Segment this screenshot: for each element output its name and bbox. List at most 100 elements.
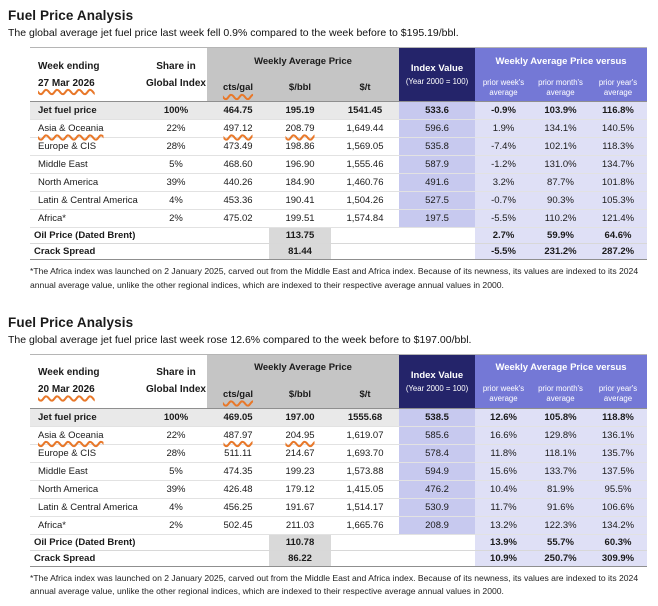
versus-prior-week-header: prior week's average (475, 74, 533, 102)
versus-value: 11.7% (475, 498, 533, 517)
week-ending-header: Week ending 27 Mar 2026 (30, 48, 145, 102)
usd-per-tonne-value: 1,460.76 (331, 173, 400, 192)
versus-value: 2.7% (475, 227, 533, 244)
usd-per-bbl-value: 196.90 (269, 155, 331, 174)
versus-value: 134.7% (589, 155, 648, 174)
versus-value: 134.2% (589, 516, 648, 535)
share-value: 100% (145, 101, 207, 120)
summary-label: Oil Price (Dated Brent) (30, 533, 145, 551)
versus-value: 118.1% (532, 444, 590, 463)
empty-cell (145, 550, 207, 567)
versus-value: 309.9% (589, 550, 648, 567)
usd-per-bbl-value: 110.78 (269, 533, 331, 551)
table-body: Jet fuel price 100% 464.75 195.19 1541.45 533… (30, 101, 648, 260)
share-value: 22% (145, 119, 207, 138)
empty-cell (399, 243, 476, 260)
table-body: Jet fuel price 100% 469.05 197.00 1555.68 538… (30, 407, 648, 567)
share-label-line2: Global Index (145, 77, 206, 89)
usd-per-tonne-value: 1,619.07 (331, 426, 400, 445)
unit-usd-per-tonne: $/t (331, 381, 400, 408)
fuel-price-analysis-block-1: Fuel Price Analysis The global average j… (0, 0, 658, 298)
index-value: 594.9 (399, 462, 476, 481)
share-label-line1: Share in (156, 60, 196, 72)
summary-text: The global average jet fuel price last w… (8, 27, 459, 39)
usd-per-bbl-value: 199.23 (269, 462, 331, 481)
unit-cts-per-gal: cts/gal (207, 74, 269, 102)
empty-cell (399, 550, 476, 567)
usd-per-bbl-value: 81.44 (269, 243, 331, 260)
cts-per-gal-value: 502.45 (207, 516, 269, 535)
empty-cell (331, 533, 400, 551)
versus-value: 59.9% (532, 227, 590, 244)
versus-value: 110.2% (532, 209, 590, 228)
usd-per-tonne-value: 1,569.05 (331, 137, 400, 156)
index-value: 208.9 (399, 516, 476, 535)
empty-cell (331, 227, 400, 244)
share-value: 2% (145, 209, 207, 228)
cts-per-gal-value: 440.26 (207, 173, 269, 192)
versus-value: -0.7% (475, 191, 533, 210)
index-value-label: Index Value (410, 63, 464, 74)
versus-value: 90.3% (532, 191, 590, 210)
usd-per-bbl-value: 208.79 (269, 119, 331, 138)
index-value: 530.9 (399, 498, 476, 517)
footnote: *The Africa index was launched on 2 Janu… (30, 266, 639, 290)
versus-value: 60.3% (589, 533, 648, 551)
usd-per-tonne-value: 1,504.26 (331, 191, 400, 210)
table-row: North America 39% 440.26 184.90 1,460.76 491.… (30, 173, 648, 192)
share-value: 5% (145, 155, 207, 174)
versus-value: 87.7% (532, 173, 590, 192)
weekly-average-price-header: Weekly Average Price (207, 47, 400, 75)
usd-per-bbl-value: 191.67 (269, 498, 331, 517)
versus-value: -7.4% (475, 137, 533, 156)
empty-cell (331, 550, 400, 567)
usd-per-tonne-value: 1555.68 (331, 407, 400, 427)
table-row: Asia & Oceania 22% 487.97 204.95 1,619.07 585… (30, 426, 648, 445)
versus-value: 1.9% (475, 119, 533, 138)
versus-value: 137.5% (589, 462, 648, 481)
summary-label: Oil Price (Dated Brent) (30, 227, 145, 244)
week-ending-date: 27 Mar 2026 (38, 77, 95, 89)
versus-value: 102.1% (532, 137, 590, 156)
versus-value: 64.6% (589, 227, 648, 244)
week-ending-label: Week ending (38, 367, 100, 378)
cts-per-gal-value: 497.12 (207, 119, 269, 138)
share-label-line1: Share in (156, 367, 196, 378)
table-row: Jet fuel price 100% 464.75 195.19 1541.45 533… (30, 101, 648, 120)
empty-cell (145, 227, 207, 244)
cts-per-gal-value: 475.02 (207, 209, 269, 228)
fuel-price-table: Week ending 20 Mar 2026 Share in Global … (30, 353, 648, 567)
week-ending-label: Week ending (38, 60, 100, 72)
versus-value: 16.6% (475, 426, 533, 445)
versus-value: 91.6% (532, 498, 590, 517)
table-row: Middle East 5% 468.60 196.90 1,555.46 587.9 -1… (30, 155, 648, 174)
page-title: Fuel Price Analysis (8, 8, 134, 23)
table-row: Africa* 2% 475.02 199.51 1,574.84 197.5 -5.5% 1… (30, 209, 648, 228)
cts-per-gal-value: 469.05 (207, 407, 269, 427)
versus-value: 118.3% (589, 137, 648, 156)
unit-cts-per-gal: cts/gal (207, 381, 269, 408)
table-row: Africa* 2% 502.45 211.03 1,665.76 208.9 13.2% 1… (30, 516, 648, 535)
cts-per-gal-value: 468.60 (207, 155, 269, 174)
cts-per-gal-value: 456.25 (207, 498, 269, 517)
usd-per-bbl-value: 214.67 (269, 444, 331, 463)
table-row: Asia & Oceania 22% 497.12 208.79 1,649.44 596… (30, 119, 648, 138)
versus-value: 13.2% (475, 516, 533, 535)
share-value: 5% (145, 462, 207, 481)
fuel-price-table: Week ending 27 Mar 2026 Share in Global … (30, 47, 648, 260)
versus-value: 133.7% (532, 462, 590, 481)
index-value-label: Index Value (410, 369, 464, 381)
versus-value: 134.1% (532, 119, 590, 138)
region-label: Europe & CIS (30, 137, 145, 156)
unit-usd-per-bbl: $/bbl (269, 381, 331, 408)
versus-value: 105.3% (589, 191, 648, 210)
region-label: North America (30, 480, 145, 499)
table-row: Jet fuel price 100% 469.05 197.00 1555.68 538… (30, 407, 648, 427)
versus-prior-week-header: prior week's average (475, 381, 533, 408)
usd-per-tonne-value: 1,574.84 (331, 209, 400, 228)
cts-per-gal-value: 453.36 (207, 191, 269, 210)
summary-text: The global average jet fuel price last w… (8, 333, 472, 346)
usd-per-bbl-value: 190.41 (269, 191, 331, 210)
region-label: Asia & Oceania (30, 119, 145, 138)
table-row: Europe & CIS 28% 473.49 198.86 1,569.05 535.8… (30, 137, 648, 156)
